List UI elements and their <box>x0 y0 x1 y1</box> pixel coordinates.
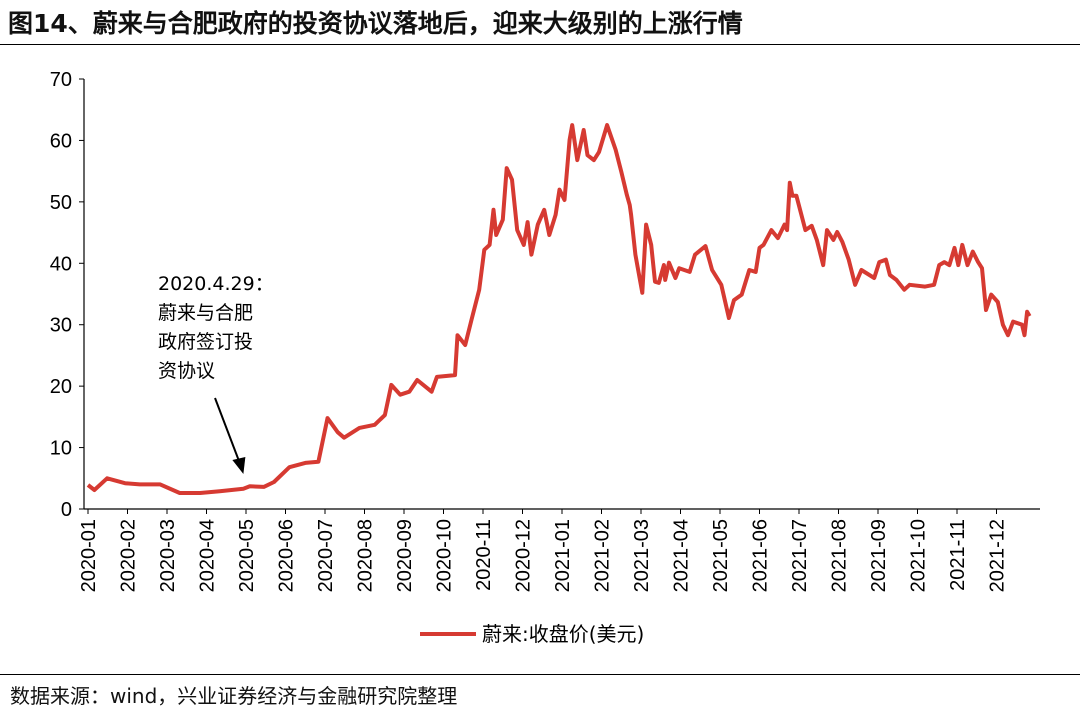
x-tick-label: 2020-05 <box>236 519 258 592</box>
x-tick-label: 2021-05 <box>710 519 732 592</box>
x-tick-label: 2021-02 <box>592 519 614 592</box>
x-tick-label: 2021-11 <box>947 519 969 591</box>
x-tick-label: 2020-01 <box>78 519 100 592</box>
annotation-text: 蔚来与合肥 <box>158 302 253 324</box>
x-tick-label: 2020-11 <box>473 519 495 591</box>
annotation-text: 2020.4.29： <box>158 273 274 295</box>
x-tick-label: 2020-04 <box>197 519 219 592</box>
x-tick-label: 2021-09 <box>868 519 890 592</box>
x-tick-label: 2021-12 <box>987 519 1009 592</box>
x-tick-label: 2020-08 <box>355 519 377 592</box>
x-tick-label: 2020-09 <box>394 519 416 592</box>
x-tick-label: 2021-04 <box>671 519 693 592</box>
annotation-text: 政府签订投 <box>158 331 253 353</box>
x-tick-label: 2021-06 <box>750 519 772 592</box>
annotation-arrowhead <box>232 457 246 474</box>
source-note: 数据来源：wind，兴业证券经济与金融研究院整理 <box>10 684 458 708</box>
x-tick-label: 2020-10 <box>434 519 456 592</box>
y-tick-label: 60 <box>50 130 72 152</box>
series-line-nio-close <box>86 123 1032 495</box>
x-tick-label: 2021-07 <box>789 519 811 592</box>
x-tick-label: 2021-10 <box>908 519 930 592</box>
figure-title: 图14、蔚来与合肥政府的投资协议落地后，迎来大级别的上涨行情 <box>8 9 743 38</box>
x-tick-label: 2020-07 <box>315 519 337 592</box>
y-tick-label: 40 <box>50 253 72 275</box>
y-tick-label: 30 <box>50 315 72 337</box>
y-tick-label: 20 <box>50 376 72 398</box>
y-tick-label: 10 <box>50 438 72 460</box>
y-tick-label: 50 <box>50 192 72 214</box>
x-tick-label: 2021-01 <box>552 519 574 592</box>
x-tick-label: 2020-03 <box>157 519 179 592</box>
x-tick-label: 2020-06 <box>276 519 298 592</box>
x-tick-label: 2021-03 <box>631 519 653 592</box>
x-tick-label: 2020-12 <box>513 519 535 592</box>
source-divider <box>0 674 1080 675</box>
annotation-arrow <box>214 397 241 463</box>
legend-label: 蔚来:收盘价(美元) <box>482 622 644 646</box>
x-tick-label: 2020-02 <box>118 519 140 592</box>
y-tick-label: 0 <box>61 499 72 521</box>
y-tick-label: 70 <box>50 69 72 91</box>
x-tick-label: 2021-08 <box>829 519 851 592</box>
annotation-text: 资协议 <box>158 360 215 382</box>
title-divider <box>0 44 1080 45</box>
